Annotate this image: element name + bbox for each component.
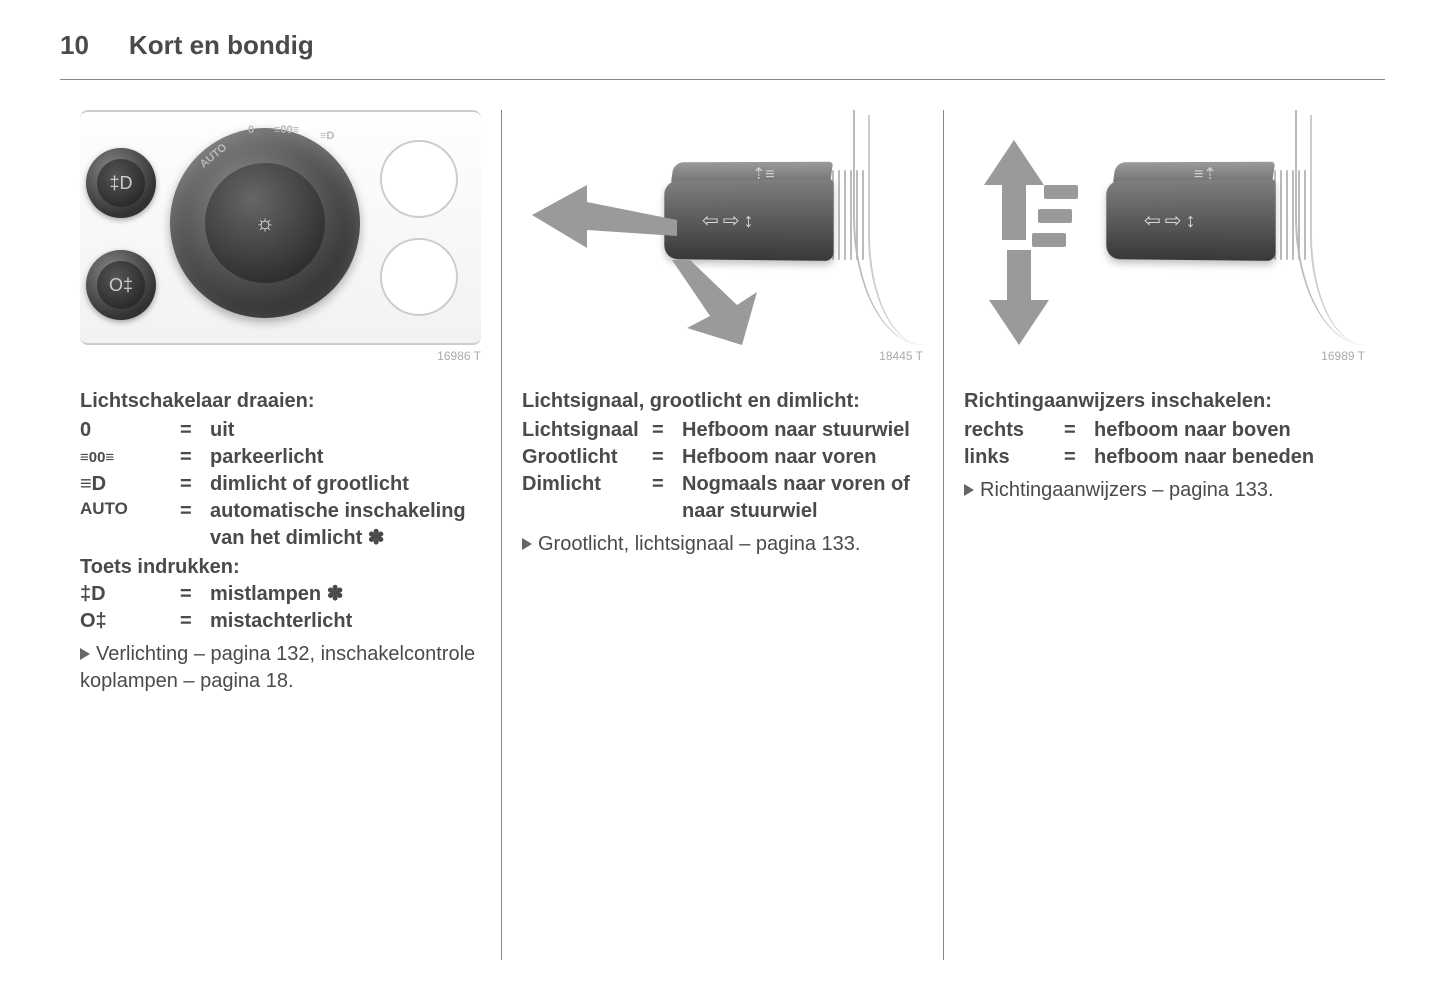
def-row: 0 = uit xyxy=(80,417,481,444)
aux-dial-bottom xyxy=(380,238,458,316)
def-key: Grootlicht xyxy=(522,444,652,471)
def-eq: = xyxy=(180,417,210,444)
def-key: links xyxy=(964,444,1064,471)
def-eq: = xyxy=(180,498,210,552)
column-1: ‡D O‡ ☼ AUTO 0 ≡00≡ ≡D 16986 T Lichtscha… xyxy=(60,110,501,960)
dial-sun-icon: ☼ xyxy=(255,210,275,236)
ref-arrow-icon xyxy=(964,484,974,496)
def-row: ≡D = dimlicht of grootlicht xyxy=(80,471,481,498)
highbeam-icon: ⇡≡ xyxy=(752,164,775,184)
col1-heading2: Toets indrukken: xyxy=(80,556,481,579)
def-key: Lichtsignaal xyxy=(522,417,652,444)
fog-rear-button: O‡ xyxy=(86,250,156,320)
def-key: 0 xyxy=(80,417,180,444)
def-val: Nogmaals naar voren of naar stuurwiel xyxy=(682,471,923,525)
def-val: uit xyxy=(210,417,481,444)
ref-arrow-icon xyxy=(80,648,90,660)
def-eq: = xyxy=(652,444,682,471)
page-title: Kort en bondig xyxy=(129,30,314,61)
def-row: rechts = hefboom naar boven xyxy=(964,417,1365,444)
figure-lever-pushpull: ⇡≡ ⇦⇨↕ xyxy=(522,110,923,345)
def-eq: = xyxy=(652,471,682,525)
ref-text: Grootlicht, lichtsignaal – pagina 133. xyxy=(538,533,860,555)
ref-text: Verlichting – pagina 132, inschakelcontr… xyxy=(80,643,475,692)
col2-ref: Grootlicht, lichtsignaal – pagina 133. xyxy=(522,531,923,558)
arrow-back-icon xyxy=(662,260,782,345)
def-val: hefboom naar beneden xyxy=(1094,444,1365,471)
aux-dial-top xyxy=(380,140,458,218)
def-key: ‡D xyxy=(80,581,180,608)
column-3: ≡⇡ ⇦⇨↕ 16989 T Richtingaanwijzers inscha… xyxy=(943,110,1385,960)
def-key: rechts xyxy=(964,417,1064,444)
def-eq: = xyxy=(1064,444,1094,471)
turn-signal-icon: ⇦⇨↕ xyxy=(1144,208,1200,233)
def-eq: = xyxy=(652,417,682,444)
dial-label-0: 0 xyxy=(248,124,254,136)
dial-label-head: ≡D xyxy=(320,130,334,142)
def-eq: = xyxy=(180,608,210,635)
page-header: 10 Kort en bondig xyxy=(60,30,1385,80)
fog-front-button: ‡D xyxy=(86,148,156,218)
figure-lever-updown: ≡⇡ ⇦⇨↕ xyxy=(964,110,1365,345)
def-row: links = hefboom naar beneden xyxy=(964,444,1365,471)
lever-grip-lines xyxy=(832,170,864,260)
def-row: ≡00≡ = parkeerlicht xyxy=(80,444,481,471)
def-val: parkeerlicht xyxy=(210,444,481,471)
def-val: mistachterlicht xyxy=(210,608,481,635)
def-key: AUTO xyxy=(80,498,180,552)
def-key: ≡D xyxy=(80,471,180,498)
def-row: Dimlicht = Nogmaals naar voren of naar s… xyxy=(522,471,923,525)
figure-id-2: 18445 T xyxy=(522,349,923,363)
def-key: ≡00≡ xyxy=(80,444,180,471)
lever-grip-lines xyxy=(1274,170,1306,260)
turn-signal-icon: ⇦⇨↕ xyxy=(702,208,758,233)
def-row: Grootlicht = Hefboom naar voren xyxy=(522,444,923,471)
arrow-forward-icon xyxy=(532,180,682,260)
def-row: ‡D = mistlampen ✽ xyxy=(80,581,481,608)
col3-heading: Richtingaanwijzers inschakelen: xyxy=(964,387,1365,415)
def-eq: = xyxy=(180,581,210,608)
def-val: dimlicht of grootlicht xyxy=(210,471,481,498)
col3-ref: Richtingaanwijzers – pagina 133. xyxy=(964,477,1365,504)
def-val: Hefboom naar voren xyxy=(682,444,923,471)
arrow-down-icon xyxy=(989,250,1049,345)
def-eq: = xyxy=(180,471,210,498)
col1-heading1: Lichtschakelaar draaien: xyxy=(80,387,481,415)
page-number: 10 xyxy=(60,30,89,61)
def-key: O‡ xyxy=(80,608,180,635)
def-eq: = xyxy=(1064,417,1094,444)
def-row: Lichtsignaal = Hefboom naar stuurwiel xyxy=(522,417,923,444)
def-val: automatische inschakeling van het dimlic… xyxy=(210,498,481,552)
dial-label-park: ≡00≡ xyxy=(274,124,299,136)
def-val: mistlampen ✽ xyxy=(210,581,481,608)
main-light-dial: ☼ xyxy=(170,128,360,318)
def-eq: = xyxy=(180,444,210,471)
content-columns: ‡D O‡ ☼ AUTO 0 ≡00≡ ≡D 16986 T Lichtscha… xyxy=(60,110,1385,960)
figure-light-switch: ‡D O‡ ☼ AUTO 0 ≡00≡ ≡D xyxy=(80,110,481,345)
def-row: O‡ = mistachterlicht xyxy=(80,608,481,635)
figure-id-3: 16989 T xyxy=(964,349,1365,363)
ref-arrow-icon xyxy=(522,538,532,550)
figure-id-1: 16986 T xyxy=(80,349,481,363)
ref-text: Richtingaanwijzers – pagina 133. xyxy=(980,479,1274,501)
col1-ref: Verlichting – pagina 132, inschakelcontr… xyxy=(80,641,481,695)
arrow-up-icon xyxy=(984,140,1044,240)
def-val: hefboom naar boven xyxy=(1094,417,1365,444)
def-row: AUTO = automatische inschakeling van het… xyxy=(80,498,481,552)
highbeam-icon: ≡⇡ xyxy=(1194,164,1217,184)
column-2: ⇡≡ ⇦⇨↕ 18445 T Lichtsignaal, grootlicht … xyxy=(501,110,943,960)
motion-trail xyxy=(1044,185,1078,247)
def-key: Dimlicht xyxy=(522,471,652,525)
def-val: Hefboom naar stuurwiel xyxy=(682,417,923,444)
col2-heading: Lichtsignaal, grootlicht en dimlicht: xyxy=(522,387,923,415)
